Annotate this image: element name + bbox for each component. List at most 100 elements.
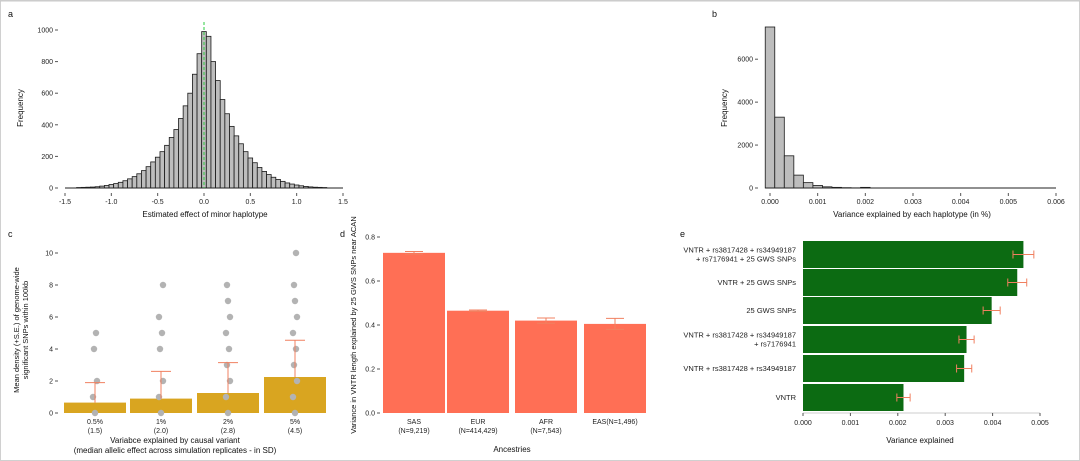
panel-e-category-label: VNTR + rs3817428 + rs34949187: [683, 331, 796, 340]
panel-d-ytick-label: 0.4: [365, 323, 375, 330]
panel-a-bin-44: [280, 180, 286, 189]
panel-d-ytick-label: 0.2: [365, 367, 375, 374]
panel-b-bars: [764, 26, 1056, 189]
panel-a-x-label: Estimated effect of minor haplotype: [142, 210, 268, 219]
panel-c-point: [292, 345, 300, 353]
panel-c-point: [290, 361, 298, 369]
panel-e-category-label: + rs7176941: [754, 340, 796, 349]
panel-a-bin-22: [178, 118, 184, 189]
panel-d-category-sublabel: (N=9,219): [398, 428, 429, 435]
panel-a-bin-15: [145, 166, 152, 189]
panel-a-bin-23: [182, 105, 189, 189]
panel-e-category-label: 25 GWS SNPs: [746, 306, 796, 315]
panel-e-bar-3: [803, 326, 967, 353]
panel-b-bin-1: [774, 116, 785, 189]
panel-b-x-label: Variance explained by each haplotype (in…: [833, 210, 991, 219]
panel-c-x-ticks: 0.5% (1.5) 1% (2.0) 2% (2.8) 5% (4.5): [87, 419, 302, 435]
panel-d-bar-3: [584, 323, 646, 413]
panel-a-bin-24: [187, 92, 193, 189]
panel-c: 0 2 4 6 8 10 0.5% (1.5) 1% (2.0) 2% (2.8) 5% (4.5) V…: [12, 249, 326, 455]
panel-b-bin-3: [793, 174, 804, 189]
panel-e-category-label: VNTR + rs3817428 + rs34949187: [683, 246, 796, 255]
panel-a-xtick-label: -1.0: [105, 199, 117, 206]
panel-b-bin-0: [764, 26, 776, 189]
panel-d-ytick-label: 0.0: [365, 411, 375, 418]
panel-e-x-label: Variance explained: [886, 436, 953, 445]
panel-b-ytick-label: 4000: [737, 100, 753, 107]
panel-a-bin-33: [229, 125, 235, 189]
panel-a-bin-11: [127, 178, 133, 189]
panel-c-point: [223, 361, 231, 369]
panel-a-bin-43: [275, 179, 281, 189]
panel-c-ytick-label: 2: [49, 379, 53, 386]
panel-c-point: [224, 409, 232, 417]
panel-a-xtick-label: -0.5: [152, 199, 164, 206]
panel-a-bin-25: [192, 73, 198, 189]
panel-b-xtick-label: 0.004: [952, 199, 970, 206]
panel-a-bin-20: [168, 137, 175, 189]
panel-e-category-label: VNTR + 25 GWS SNPs: [717, 278, 796, 287]
panel-c-category-label: 5%: [290, 419, 300, 426]
panel-a-bin-26: [196, 53, 203, 189]
panel-a-bin-7: [108, 184, 115, 189]
panel-b-ytick-label: 6000: [737, 57, 753, 64]
panel-e-xtick-label: 0.005: [1031, 420, 1049, 427]
panel-e-bar-1: [803, 269, 1018, 296]
panel-c-ytick-label: 10: [45, 251, 53, 258]
panel-b-bin-2: [783, 155, 795, 189]
panel-c-point: [290, 281, 298, 289]
panel-c-point: [92, 329, 100, 337]
panel-c-ytick-label: 4: [49, 347, 53, 354]
panel-c-point: [289, 393, 297, 401]
panel-a-bin-41: [266, 174, 272, 189]
panel-a-bin-14: [141, 170, 147, 189]
panel-e-bar-4: [803, 355, 965, 382]
panel-e-bar-2: [803, 297, 992, 324]
panel-a-bin-31: [219, 99, 226, 189]
panel-e: VNTR + rs3817428 + rs34949187+ rs7176941…: [683, 241, 1049, 445]
panel-c-point: [224, 297, 232, 305]
panel-a-bin-30: [215, 80, 221, 189]
panel-c-category-sublabel: (4.5): [288, 428, 302, 435]
panel-b-y-label: Frequency: [720, 89, 729, 127]
panel-c-category-label: 1%: [156, 419, 166, 426]
panel-d-bars: [383, 252, 646, 413]
panel-a-bin-21: [173, 129, 179, 189]
panel-a-bin-17: [154, 156, 161, 189]
panel-c-point: [293, 377, 301, 385]
panel-c-point: [157, 409, 165, 417]
panel-c-point: [226, 313, 234, 321]
panel-a-xtick-label: -1.5: [59, 199, 71, 206]
panel-a-bin-12: [131, 176, 138, 189]
panel-d-category-sublabel: (N=7,543): [530, 428, 561, 435]
panel-d-ytick-label: 0.8: [365, 235, 375, 242]
panel-c-x-label-line2: (median allelic effect across simulation…: [74, 446, 277, 455]
panel-c-ytick-label: 6: [49, 315, 53, 322]
panel-e-category-label: VNTR: [776, 393, 797, 402]
panel-b-ytick-label: 0: [749, 186, 753, 193]
panel-c-category-label: 0.5%: [87, 419, 103, 426]
panel-d-category-label: AFR: [539, 419, 553, 426]
panel-e-x-ticks: 0.000 0.001 0.002 0.003 0.004 0.005: [794, 412, 1049, 427]
panel-d-bar-0: [383, 252, 445, 413]
panel-a-bin-42: [270, 176, 277, 189]
panel-d-category-label: EUR: [471, 419, 486, 426]
panel-e-xtick-label: 0.001: [842, 420, 860, 427]
panel-c-point: [91, 409, 99, 417]
panel-a: 0 200 400 600 800 1000 -1.5 -1.0 -0.5 0.0 0.5 1.0 1…: [16, 22, 348, 219]
panel-d-bar-2: [515, 320, 577, 413]
panel-a-bin-8: [113, 183, 119, 189]
panel-a-ytick-label: 200: [41, 154, 53, 161]
panel-b-label: b: [712, 9, 717, 19]
panel-c-point: [156, 345, 164, 353]
panel-b-xtick-label: 0.005: [1000, 199, 1018, 206]
panel-a-ytick-label: 400: [41, 122, 53, 129]
panel-b-xtick-label: 0.002: [857, 199, 875, 206]
panel-c-ytick-label: 8: [49, 283, 53, 290]
panel-e-category-label: + rs7176941 + 25 GWS SNPs: [696, 255, 796, 264]
panel-e-bar-0: [803, 241, 1024, 268]
panel-d-category-label: EAS(N=1,496): [592, 419, 637, 426]
panel-a-bin-13: [136, 173, 142, 189]
panel-d-label: d: [340, 229, 345, 239]
